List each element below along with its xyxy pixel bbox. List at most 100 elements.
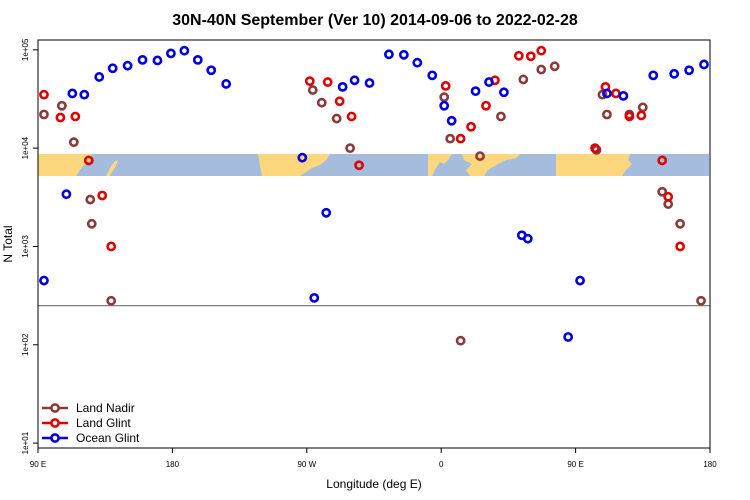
ocean-glint-point bbox=[699, 59, 709, 70]
ocean-glint-point bbox=[349, 75, 360, 86]
ocean-glint-point bbox=[648, 70, 659, 81]
land-glint-point bbox=[55, 112, 66, 123]
land-nadir-point bbox=[106, 295, 117, 306]
land-glint-point bbox=[536, 45, 547, 56]
land-glint-point bbox=[663, 191, 674, 202]
ocean-glint-point bbox=[522, 233, 533, 244]
x-tick-label: 180 bbox=[703, 460, 717, 469]
land-glint-point bbox=[455, 133, 466, 144]
map-land-3 bbox=[428, 154, 452, 176]
legend-marker-land-glint bbox=[50, 418, 60, 428]
ocean-glint-point bbox=[79, 89, 90, 100]
y-tick-label: 1e+04 bbox=[21, 136, 30, 159]
land-glint-point bbox=[611, 88, 621, 99]
land-nadir-point bbox=[536, 64, 547, 75]
map-land-0 bbox=[38, 154, 92, 176]
ocean-glint-point bbox=[179, 45, 190, 56]
ocean-glint-point bbox=[364, 78, 375, 88]
land-nadir-point bbox=[86, 218, 97, 229]
land-nadir-point bbox=[85, 194, 96, 205]
land-nadir-point bbox=[675, 218, 686, 229]
ocean-glint-point bbox=[384, 49, 394, 60]
ocean-glint-point bbox=[166, 48, 176, 59]
data-points bbox=[39, 45, 709, 346]
land-glint-point bbox=[525, 51, 536, 62]
ocean-glint-point bbox=[39, 275, 49, 286]
land-glint-point bbox=[675, 241, 686, 252]
land-glint-point bbox=[481, 100, 491, 111]
land-glint-point bbox=[322, 77, 333, 87]
ocean-glint-point bbox=[107, 63, 118, 74]
land-glint-point bbox=[304, 76, 315, 87]
land-nadir-point bbox=[597, 89, 608, 100]
legend-label-land-glint: Land Glint bbox=[76, 416, 131, 430]
ocean-glint-point bbox=[206, 65, 217, 76]
y-tick-label: 1e+05 bbox=[21, 38, 30, 61]
x-tick-label: 90 E bbox=[30, 460, 46, 469]
land-nadir-point bbox=[549, 61, 560, 72]
ocean-glint-point bbox=[221, 79, 232, 89]
map-land-5 bbox=[556, 154, 632, 176]
ocean-glint-point bbox=[321, 207, 332, 218]
land-nadir-point bbox=[445, 133, 456, 144]
land-nadir-point bbox=[316, 97, 327, 108]
land-glint-point bbox=[636, 110, 647, 121]
x-tick-label: 90 E bbox=[567, 460, 583, 469]
ocean-glint-point bbox=[499, 87, 509, 98]
plot-frame bbox=[37, 39, 711, 449]
land-nadir-point bbox=[455, 335, 466, 346]
land-nadir-point bbox=[307, 85, 318, 95]
map-ocean bbox=[39, 154, 709, 176]
land-nadir-point bbox=[345, 143, 356, 154]
land-nadir-point bbox=[475, 151, 485, 162]
ocean-glint-point bbox=[309, 292, 320, 303]
land-nadir-point bbox=[496, 111, 506, 122]
land-glint-point bbox=[590, 143, 600, 154]
land-glint-point bbox=[334, 96, 345, 107]
ocean-glint-point bbox=[669, 68, 680, 79]
ocean-glint-point bbox=[122, 60, 133, 71]
ocean-glint-point bbox=[61, 189, 72, 200]
land-nadir-point bbox=[439, 92, 450, 103]
ocean-glint-point bbox=[337, 81, 348, 92]
land-nadir-point bbox=[518, 74, 529, 85]
land-glint-point bbox=[513, 50, 524, 61]
legend-label-ocean-glint: Ocean Glint bbox=[76, 431, 140, 445]
legend-label-land-nadir: Land Nadir bbox=[76, 401, 135, 415]
x-axis: 90 E 180 90 W 0 90 E 180 bbox=[30, 448, 717, 469]
land-nadir-point bbox=[68, 137, 79, 148]
land-nadir-point bbox=[39, 109, 49, 120]
land-nadir-point bbox=[331, 113, 342, 124]
map-land-1 bbox=[106, 160, 118, 176]
ocean-glint-point bbox=[398, 49, 409, 60]
y-tick-label: 1e+03 bbox=[21, 235, 30, 258]
land-glint-point bbox=[624, 111, 635, 122]
ocean-glint-point bbox=[412, 57, 423, 68]
ocean-glint-point bbox=[575, 275, 585, 286]
land-nadir-point bbox=[657, 186, 668, 197]
y-axis-label: N Total bbox=[1, 225, 15, 262]
chart-title: 30N-40N September (Ver 10) 2014-09-06 to… bbox=[172, 12, 578, 29]
land-nadir-point bbox=[56, 100, 67, 111]
y-axis: 1e+01 1e+02 1e+03 1e+04 1e+05 bbox=[21, 38, 38, 454]
ocean-glint-point bbox=[152, 55, 163, 66]
land-nadir-point bbox=[637, 102, 648, 113]
y-tick-label: 1e+01 bbox=[21, 431, 30, 454]
map-land-2 bbox=[258, 154, 330, 176]
land-glint-point bbox=[39, 89, 49, 100]
x-tick-label: 90 W bbox=[297, 460, 316, 469]
land-glint-point bbox=[346, 111, 357, 122]
x-tick-label: 180 bbox=[166, 460, 180, 469]
land-nadir-point bbox=[696, 295, 706, 306]
map-band bbox=[38, 154, 709, 176]
ocean-glint-point bbox=[137, 54, 148, 65]
land-glint-point bbox=[70, 111, 81, 122]
ocean-glint-point bbox=[602, 88, 612, 99]
ocean-glint-point bbox=[470, 86, 481, 97]
x-tick-label: 0 bbox=[439, 460, 444, 469]
land-glint-point bbox=[440, 80, 451, 91]
ocean-glint-point bbox=[484, 77, 494, 87]
ocean-glint-point bbox=[446, 115, 457, 126]
land-glint-point bbox=[83, 155, 94, 166]
